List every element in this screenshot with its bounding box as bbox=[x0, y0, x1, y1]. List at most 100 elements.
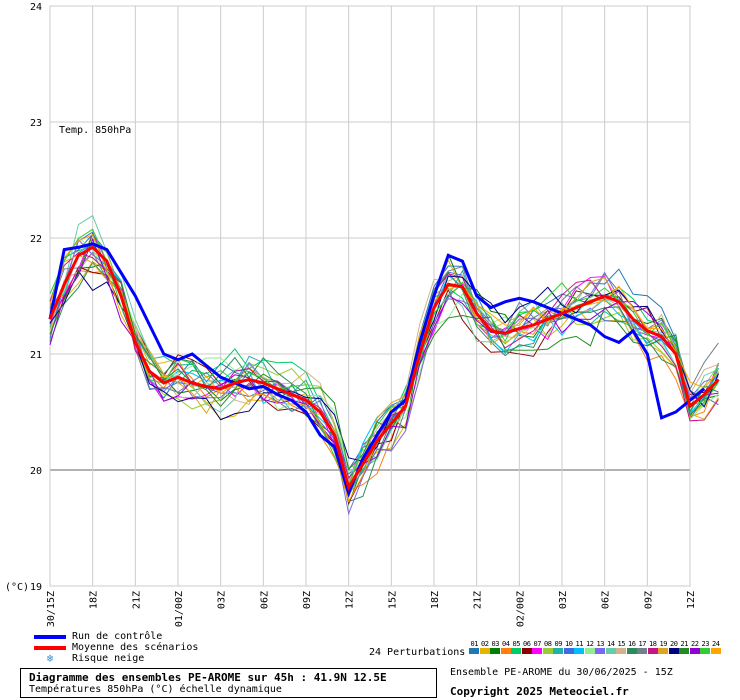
perturbation-line bbox=[49, 251, 719, 490]
perturbation-swatches: 01 02 03 04 05 06 07 08 09 10 11 12 13 14 15 16 17 18 19 20… bbox=[469, 640, 721, 654]
perturbation-line bbox=[49, 234, 719, 503]
perturbation-number: 21 bbox=[680, 640, 689, 648]
perturbation-swatch: 12 bbox=[584, 640, 596, 654]
ensemble-run: Ensemble PE-AROME du 30/06/2025 - 15Z bbox=[450, 667, 673, 678]
perturbation-swatch: 01 bbox=[469, 640, 480, 654]
y-tick-label: 20 bbox=[30, 466, 42, 477]
perturbation-swatch: 13 bbox=[595, 640, 606, 654]
perturbation-swatch: 22 bbox=[689, 640, 701, 654]
snowflake-icon: ❄ bbox=[46, 652, 54, 665]
perturbation-number: 11 bbox=[575, 640, 584, 648]
legend-snow-label: Risque neige bbox=[72, 653, 145, 664]
mean-scenarios-line bbox=[48, 245, 720, 492]
perturbation-swatch: 07 bbox=[532, 640, 543, 654]
x-tick-label: 12Z bbox=[345, 591, 356, 609]
perturbation-swatch: 06 bbox=[521, 640, 533, 654]
perturbation-number: 22 bbox=[691, 640, 699, 648]
x-tick-label: 09Z bbox=[302, 591, 313, 609]
perturbation-swatch: 20 bbox=[668, 640, 680, 654]
perturbation-swatch: 14 bbox=[605, 640, 617, 654]
perturbation-number: 08 bbox=[544, 640, 552, 648]
perturbation-color-box bbox=[490, 648, 501, 654]
perturbation-number: 13 bbox=[596, 640, 605, 648]
perturbation-number: 20 bbox=[670, 640, 678, 648]
x-tick-label: 21Z bbox=[473, 591, 484, 609]
x-tick-label: 01/00Z bbox=[174, 591, 185, 627]
perturbation-color-box bbox=[689, 648, 700, 654]
perturbation-number: 06 bbox=[523, 640, 531, 648]
control-run-line bbox=[48, 242, 706, 498]
perturbation-color-box bbox=[595, 648, 606, 654]
info-box: Diagramme des ensembles PE-AROME sur 45h… bbox=[20, 668, 437, 698]
x-axis-labels: 30/15Z 18Z 21Z 01/00Z 03Z 06Z 09Z 12Z 15Z 18Z 21Z 0… bbox=[46, 591, 697, 627]
perturbation-number: 14 bbox=[607, 640, 615, 648]
perturbation-color-box bbox=[647, 648, 658, 654]
perturbation-color-box bbox=[479, 648, 490, 654]
perturbation-number: 12 bbox=[586, 640, 594, 648]
x-tick-label: 12Z bbox=[686, 591, 697, 609]
perturbation-swatch: 15 bbox=[616, 640, 627, 654]
perturbation-number: 02 bbox=[481, 640, 489, 648]
perturbation-color-box bbox=[679, 648, 690, 654]
legend: Run de contrôle Moyenne des scénarios ❄ … bbox=[34, 631, 198, 664]
perturbation-color-box bbox=[542, 648, 553, 654]
perturbation-line bbox=[49, 254, 719, 500]
legend-snow: ❄ Risque neige bbox=[34, 653, 198, 664]
perturbation-color-box bbox=[637, 648, 648, 654]
y-axis-labels: 19 20 21 22 23 24 bbox=[30, 2, 42, 593]
perturbations-label: 24 Perturbations bbox=[369, 647, 466, 658]
x-tick-label: 02/00Z bbox=[515, 591, 526, 627]
perturbation-color-box bbox=[469, 648, 480, 654]
perturbation-swatch: 10 bbox=[563, 640, 575, 654]
perturbation-number: 04 bbox=[502, 640, 510, 648]
perturbation-number: 01 bbox=[470, 640, 479, 648]
x-tick-label: 06Z bbox=[259, 591, 270, 609]
perturbation-swatch: 09 bbox=[553, 640, 564, 654]
perturbation-number: 07 bbox=[533, 640, 542, 648]
x-tick-label: 30/15Z bbox=[46, 591, 57, 627]
y-tick-label: 19 bbox=[30, 582, 42, 593]
perturbation-color-box bbox=[710, 648, 721, 654]
y-axis-unit: (°C) bbox=[5, 582, 29, 593]
perturbation-number: 23 bbox=[701, 640, 710, 648]
y-tick-label: 23 bbox=[30, 118, 42, 129]
perturbation-swatch: 03 bbox=[490, 640, 501, 654]
perturbation-swatch: 04 bbox=[500, 640, 512, 654]
perturbation-color-box bbox=[605, 648, 616, 654]
perturbation-color-box bbox=[658, 648, 669, 654]
perturbation-number: 09 bbox=[554, 640, 563, 648]
control-swatch bbox=[34, 634, 66, 639]
perturbation-number: 15 bbox=[617, 640, 626, 648]
perturbation-color-box bbox=[511, 648, 522, 654]
perturbation-color-box bbox=[616, 648, 627, 654]
perturbation-lines bbox=[49, 214, 719, 516]
x-tick-label: 21Z bbox=[131, 591, 142, 609]
y-tick-label: 22 bbox=[30, 234, 42, 245]
perturbation-color-box bbox=[500, 648, 511, 654]
legend-control-label: Run de contrôle bbox=[72, 631, 163, 642]
perturbation-color-box bbox=[700, 648, 711, 654]
x-tick-label: 09Z bbox=[643, 591, 654, 609]
x-tick-label: 18Z bbox=[89, 591, 100, 609]
legend-control: Run de contrôle bbox=[34, 631, 198, 642]
perturbation-color-box bbox=[626, 648, 637, 654]
perturbation-swatch: 05 bbox=[511, 640, 522, 654]
perturbation-line bbox=[49, 237, 719, 489]
legend-mean: Moyenne des scénarios bbox=[34, 642, 198, 653]
legend-mean-label: Moyenne des scénarios bbox=[72, 642, 199, 653]
info-subtitle: Températures 850hPa (°C) échelle dynamiq… bbox=[29, 684, 282, 695]
perturbation-swatch: 02 bbox=[479, 640, 491, 654]
y-tick-label: 24 bbox=[30, 2, 42, 13]
perturbation-number: 10 bbox=[565, 640, 573, 648]
ensemble-chart: 19 20 21 22 23 24 30/15Z 18Z 21Z 01/00Z 03Z 06Z 09Z… bbox=[5, 2, 720, 627]
perturbation-color-box bbox=[574, 648, 585, 654]
perturbation-swatch: 24 bbox=[710, 640, 722, 654]
perturbation-color-box bbox=[668, 648, 679, 654]
perturbation-swatch: 17 bbox=[637, 640, 648, 654]
perturbation-number: 03 bbox=[491, 640, 500, 648]
y-tick-label: 21 bbox=[30, 350, 42, 361]
perturbation-swatch: 18 bbox=[647, 640, 659, 654]
perturbation-number: 18 bbox=[649, 640, 657, 648]
perturbation-color-box bbox=[563, 648, 574, 654]
perturbation-line bbox=[49, 251, 719, 483]
